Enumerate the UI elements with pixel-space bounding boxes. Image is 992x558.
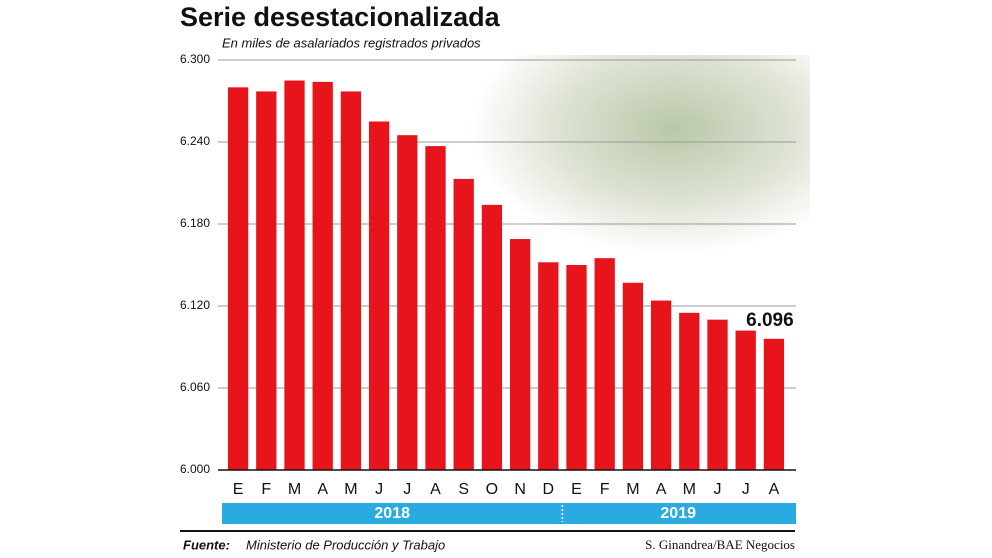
bar [735,330,756,470]
year-label: 2018 [374,505,410,522]
x-tick-label: A [769,481,780,498]
bar [397,135,418,470]
bar [538,262,559,470]
source: Ministerio de Producción y Trabajo [246,537,445,552]
x-tick-label: O [486,481,498,498]
x-tick-label: S [458,481,469,498]
bar [481,204,503,470]
y-tick-label: 6.120 [180,298,210,312]
x-tick-label: J [375,481,383,498]
x-tick-label: E [233,481,244,498]
x-tick-label: N [514,481,526,498]
y-tick-label: 6.060 [180,380,210,394]
chart-title: Serie desestacionalizada [180,2,501,32]
bar [509,239,531,470]
x-tick-label: A [317,481,328,498]
background-photo [470,55,810,265]
bar [707,319,728,470]
y-tick-label: 6.180 [180,216,210,230]
year-label: 2019 [660,505,696,522]
y-tick-label: 6.000 [180,462,210,476]
bar [763,338,785,470]
bar [622,282,644,470]
x-tick-label: M [288,481,301,498]
bar [650,300,672,470]
bar [256,91,277,470]
bar [425,146,446,470]
x-tick-label: F [600,481,610,498]
x-tick-label: A [430,481,441,498]
x-tick-label: E [571,481,582,498]
bar [340,91,362,470]
source-label: Fuente: [183,537,230,552]
bar [566,265,587,470]
x-tick-label: M [683,481,696,498]
bar [594,258,615,470]
bar [679,312,700,470]
bar [227,87,249,470]
x-tick-label: J [403,481,411,498]
x-tick-label: D [543,481,555,498]
chart-subtitle: En miles de asalariados registrados priv… [222,35,481,50]
year-band [222,503,796,524]
x-tick-label: J [742,481,750,498]
x-tick-label: J [714,481,722,498]
x-tick-label: A [656,481,667,498]
y-tick-label: 6.240 [180,134,210,148]
credit: S. Ginandrea/BAE Negocios [645,537,795,552]
bar [453,178,474,470]
bar [284,80,305,470]
x-tick-label: F [261,481,271,498]
bar [368,121,390,470]
bar [312,81,333,470]
x-tick-label: M [626,481,639,498]
x-tick-label: M [344,481,357,498]
value-label: 6.096 [746,310,794,331]
y-tick-label: 6.300 [180,52,210,66]
